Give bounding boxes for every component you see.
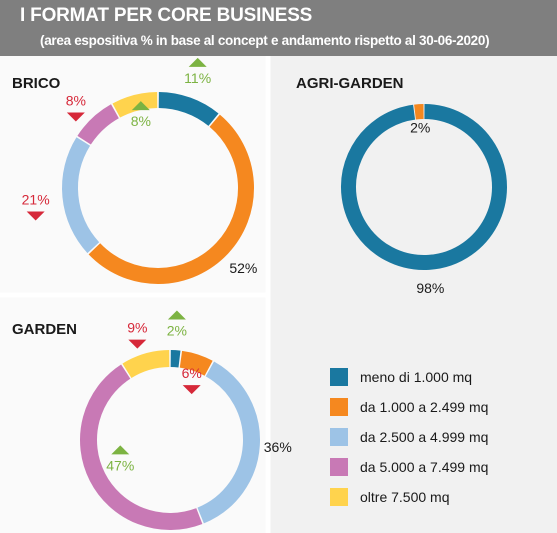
legend-item-meno-1000: meno di 1.000 mq (330, 362, 488, 392)
legend-label: oltre 7.500 mq (360, 489, 450, 505)
donut-slice (88, 114, 254, 284)
trend-down-icon (182, 385, 201, 395)
donut-slice (179, 350, 213, 376)
donut-slice (158, 92, 219, 127)
legend-item-da-1000: da 1.000 a 2.499 mq (330, 392, 488, 422)
trend-down-icon (66, 112, 85, 122)
slice-label: 47% (106, 457, 134, 473)
slice-label: 8% (131, 113, 151, 129)
donut-slice (62, 137, 100, 254)
legend-label: da 1.000 a 2.499 mq (360, 399, 489, 415)
slice-label: 8% (66, 93, 86, 109)
legend-label: meno di 1.000 mq (360, 369, 473, 385)
slice-label: 52% (229, 260, 257, 276)
donut-slice (122, 350, 170, 379)
donut-slice (77, 104, 120, 145)
slice-label: 36% (264, 439, 292, 455)
legend-item-da-5000: da 5.000 a 7.499 mq (330, 452, 488, 482)
donut-charts: BRICO 11% 52% 21% 8% 8% AGRI-GARDEN 98% 2% GARDEN… (0, 56, 557, 533)
panel-right-bg (268, 56, 557, 533)
chart-title: BRICO (12, 75, 61, 92)
legend-swatch (330, 368, 348, 386)
trend-up-icon (131, 101, 150, 111)
donut-slice (80, 364, 203, 530)
slice-label: 98% (416, 280, 444, 296)
page-title: I FORMAT PER CORE BUSINESS (20, 5, 313, 26)
trend-down-icon (128, 339, 147, 349)
slice-label: 2% (410, 119, 430, 135)
header-bar: I FORMAT PER CORE BUSINESS (area esposit… (0, 0, 557, 56)
chart-title: AGRI-GARDEN (296, 75, 404, 92)
legend-swatch (330, 458, 348, 476)
trend-up-icon (188, 57, 207, 67)
donut-slice (414, 104, 424, 120)
donut-slice (197, 361, 260, 524)
legend: meno di 1.000 mq da 1.000 a 2.499 mq da … (330, 362, 488, 512)
trend-down-icon (26, 211, 45, 221)
slice-label: 2% (167, 322, 187, 338)
slice-label: 6% (182, 365, 202, 381)
donut-slice (170, 350, 181, 368)
slice-label: 21% (22, 192, 50, 208)
legend-swatch (330, 398, 348, 416)
legend-swatch (330, 428, 348, 446)
donut-slice (341, 104, 507, 270)
donut-slice (112, 92, 158, 118)
trend-up-icon (167, 310, 186, 320)
legend-label: da 2.500 a 4.999 mq (360, 429, 489, 445)
slice-label: 11% (184, 70, 211, 86)
legend-item-da-2500: da 2.500 a 4.999 mq (330, 422, 488, 452)
chart-title: GARDEN (12, 321, 77, 338)
legend-swatch (330, 488, 348, 506)
trend-up-icon (111, 445, 130, 455)
page-subtitle: (area espositiva % in base al concept e … (40, 33, 490, 48)
legend-item-oltre-7500: oltre 7.500 mq (330, 482, 488, 512)
slice-label: 9% (127, 320, 147, 336)
legend-label: da 5.000 a 7.499 mq (360, 459, 489, 475)
